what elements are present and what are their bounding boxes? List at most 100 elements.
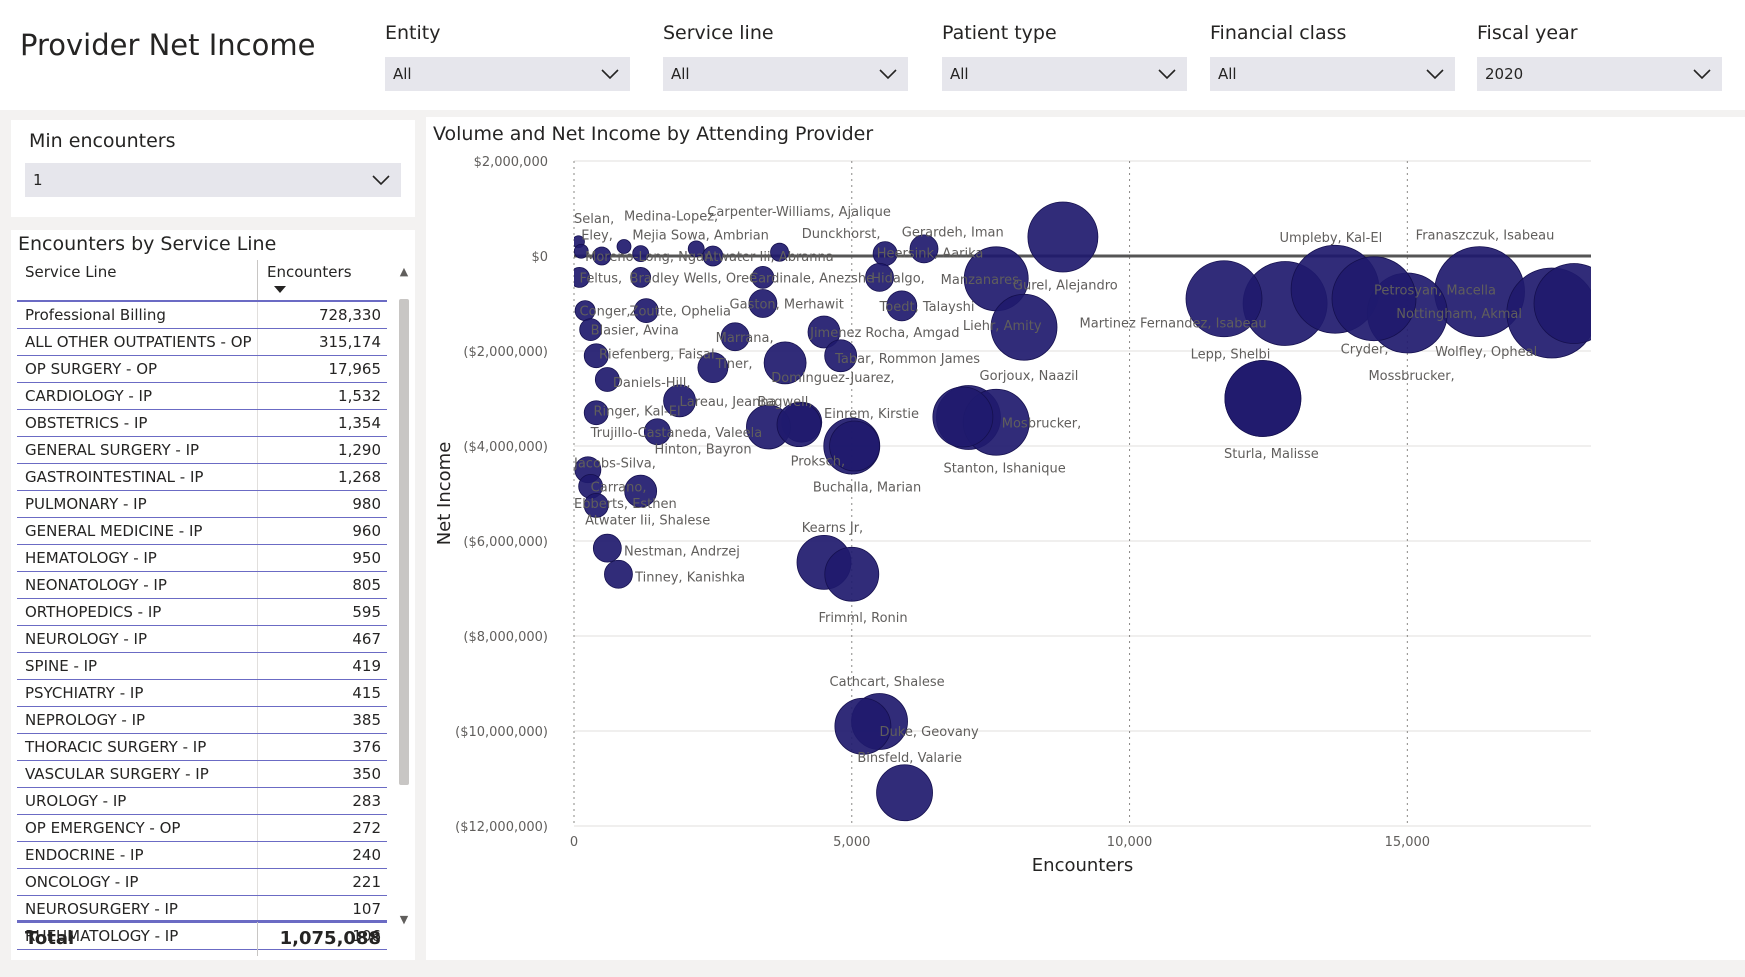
provider-bubble[interactable] <box>579 318 603 342</box>
provider-bubble[interactable] <box>720 322 750 352</box>
table-row[interactable]: ENDOCRINE - IP 240 <box>17 842 387 869</box>
min-encounters-dropdown[interactable]: 1 <box>25 163 401 197</box>
encounters-cell: 385 <box>352 711 381 729</box>
encounters-cell: 315,174 <box>318 333 381 351</box>
x-tick-label: 10,000 <box>1107 835 1153 850</box>
data-label: Buchalla, Marian <box>813 480 921 495</box>
table-row[interactable]: VASCULAR SURGERY - IP 350 <box>17 761 387 788</box>
table-row[interactable]: PSYCHIATRY - IP 415 <box>17 680 387 707</box>
provider-bubble[interactable] <box>702 245 724 267</box>
table-row[interactable]: ONCOLOGY - IP 221 <box>17 869 387 896</box>
table-row[interactable]: ALL OTHER OUTPATIENTS - OP 315,174 <box>17 329 387 356</box>
provider-bubble[interactable] <box>663 384 696 418</box>
provider-bubble[interactable] <box>583 492 609 518</box>
table-row[interactable]: GASTROINTESTINAL - IP 1,268 <box>17 464 387 491</box>
table-row[interactable]: PULMONARY - IP 980 <box>17 491 387 518</box>
provider-bubble[interactable] <box>990 293 1058 361</box>
provider-bubble[interactable] <box>592 246 612 266</box>
provider-bubble[interactable] <box>751 265 775 289</box>
data-label: Gurel, Alejandro <box>1013 279 1118 294</box>
fiscal-year-dropdown[interactable]: 2020 <box>1477 57 1722 91</box>
table-row[interactable]: GENERAL SURGERY - IP 1,290 <box>17 437 387 464</box>
table-row[interactable]: OBSTETRICS - IP 1,354 <box>17 410 387 437</box>
table-row[interactable]: ORTHOPEDICS - IP 595 <box>17 599 387 626</box>
scroll-down-icon[interactable]: ▼ <box>399 913 409 926</box>
table-row[interactable]: NEONATOLOGY - IP 805 <box>17 572 387 599</box>
scroll-thumb[interactable] <box>399 299 409 785</box>
provider-bubble[interactable] <box>824 546 880 602</box>
provider-bubble[interactable] <box>834 697 892 755</box>
table-row[interactable]: HEMATOLOGY - IP 950 <box>17 545 387 572</box>
encounters-cell: 272 <box>352 819 381 837</box>
provider-bubble[interactable] <box>865 262 894 292</box>
provider-bubble[interactable] <box>748 289 778 318</box>
provider-bubble[interactable] <box>1533 263 1614 344</box>
provider-bubble[interactable] <box>697 352 729 384</box>
provider-bubble[interactable] <box>616 239 632 254</box>
table-row[interactable]: SPINE - IP 419 <box>17 653 387 680</box>
provider-bubble[interactable] <box>776 402 822 448</box>
min-encounters-label: Min encounters <box>29 130 176 152</box>
provider-bubble[interactable] <box>574 243 589 259</box>
provider-bubble[interactable] <box>687 240 705 258</box>
provider-bubble[interactable] <box>909 234 939 264</box>
table-row[interactable]: OP SURGERY - OP 17,965 <box>17 356 387 383</box>
y-tick-label: ($2,000,000) <box>463 345 548 360</box>
provider-bubble[interactable] <box>624 474 658 508</box>
table-row[interactable]: RHEUMATOLOGY - IP 106 <box>17 923 387 950</box>
entity-dropdown[interactable]: All <box>385 57 630 91</box>
provider-bubble[interactable] <box>643 418 671 446</box>
table-row[interactable]: GENERAL MEDICINE - IP 960 <box>17 518 387 545</box>
data-label: Bagwell, <box>757 395 812 410</box>
table-row[interactable]: NEPROLOGY - IP 385 <box>17 707 387 734</box>
provider-bubble[interactable] <box>570 266 590 288</box>
encounters-cell: 1,290 <box>338 441 381 459</box>
data-label: Dunckhorst, <box>802 227 881 242</box>
provider-bubble[interactable] <box>876 764 933 822</box>
sort-descending-icon <box>274 286 286 293</box>
provider-bubble[interactable] <box>594 367 620 392</box>
provider-bubble[interactable] <box>604 559 633 589</box>
provider-bubble[interactable] <box>824 339 858 373</box>
provider-bubble[interactable] <box>1185 260 1263 338</box>
provider-bubble[interactable] <box>592 533 622 563</box>
total-value: 1,075,088 <box>279 928 381 949</box>
scroll-up-icon[interactable]: ▲ <box>399 265 409 278</box>
provider-bubble[interactable] <box>763 341 807 385</box>
patient-type-dropdown[interactable]: All <box>942 57 1187 91</box>
provider-bubble[interactable] <box>583 400 609 426</box>
financial-class-dropdown[interactable]: All <box>1210 57 1455 91</box>
provider-bubble[interactable] <box>583 343 609 369</box>
service-line-label: Service line <box>663 22 774 44</box>
encounters-cell: 107 <box>352 900 381 918</box>
table-row[interactable]: UROLOGY - IP 283 <box>17 788 387 815</box>
chevron-down-icon <box>1426 69 1444 80</box>
y-tick-label: ($8,000,000) <box>463 630 548 645</box>
table-row[interactable]: NEUROSURGERY - IP 107 <box>17 896 387 923</box>
column-divider <box>257 761 258 787</box>
provider-bubble[interactable] <box>829 420 880 472</box>
table-row[interactable]: OP EMERGENCY - OP 272 <box>17 815 387 842</box>
provider-bubble[interactable] <box>1027 201 1099 273</box>
column-divider <box>257 922 258 956</box>
table-row[interactable]: CARDIOLOGY - IP 1,532 <box>17 383 387 410</box>
provider-bubble[interactable] <box>886 290 918 322</box>
scatter-chart[interactable]: $2,000,000 $0 ($2,000,000) ($4,000,000) ($6,… <box>426 117 1745 960</box>
provider-bubble[interactable] <box>770 242 789 262</box>
provider-bubble[interactable] <box>1331 256 1417 342</box>
column-header-service-line[interactable]: Service Line <box>25 263 117 281</box>
provider-bubble[interactable] <box>807 315 841 349</box>
column-header-encounters[interactable]: Encounters <box>267 263 352 281</box>
provider-bubble[interactable] <box>632 245 650 263</box>
table-row[interactable]: NEUROLOGY - IP 467 <box>17 626 387 653</box>
column-divider <box>257 707 258 733</box>
provider-bubble[interactable] <box>932 386 994 448</box>
provider-bubble[interactable] <box>633 298 659 324</box>
provider-bubble[interactable] <box>1224 360 1302 437</box>
table-row[interactable]: THORACIC SURGERY - IP 376 <box>17 734 387 761</box>
table-scrollbar[interactable]: ▲ ▼ <box>396 265 412 930</box>
provider-bubble[interactable] <box>630 266 652 288</box>
column-divider <box>257 599 258 625</box>
table-row[interactable]: Professional Billing 728,330 <box>17 302 387 329</box>
service-line-dropdown[interactable]: All <box>663 57 908 91</box>
